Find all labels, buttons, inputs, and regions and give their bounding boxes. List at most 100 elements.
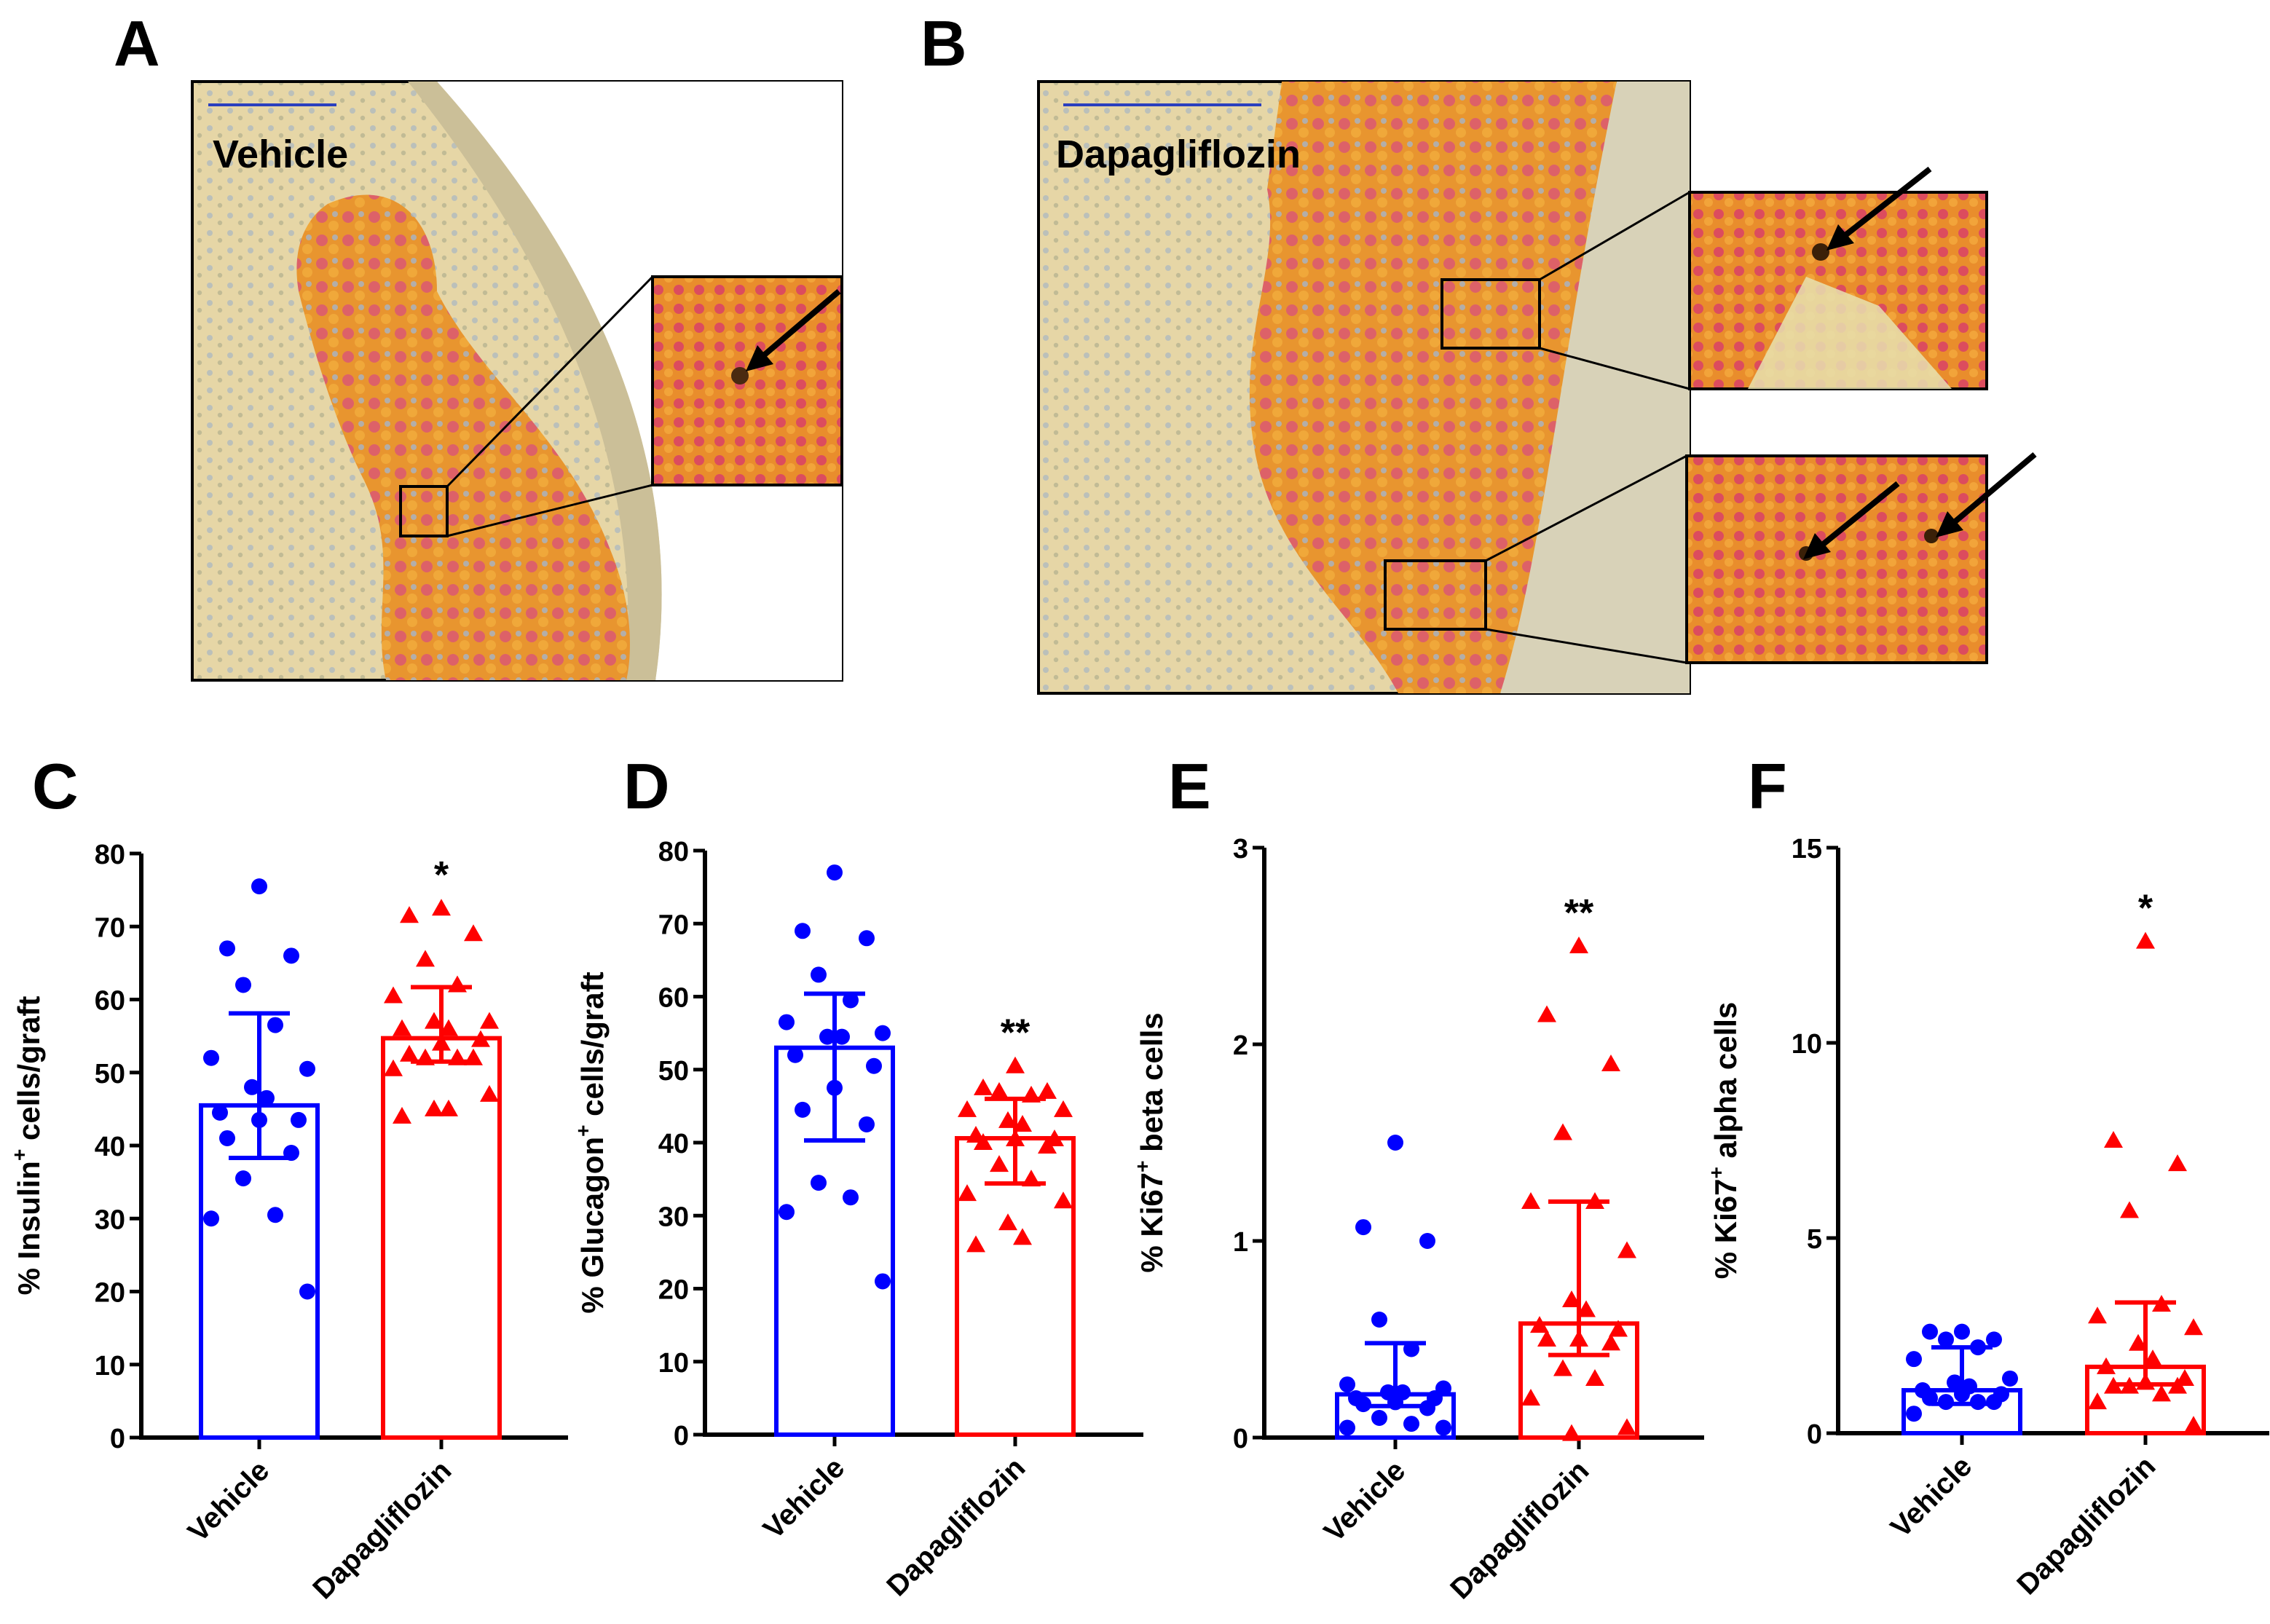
significance-marker: * — [2138, 888, 2153, 930]
y-tick-label: 20 — [658, 1275, 689, 1306]
data-point — [2168, 1376, 2187, 1394]
data-point — [267, 1207, 283, 1223]
panel-letter: F — [1748, 750, 1787, 822]
data-point — [990, 1081, 1009, 1099]
data-point — [235, 977, 251, 993]
significance-marker: * — [434, 854, 449, 896]
y-tick-label: 70 — [658, 910, 689, 940]
y-tick-label: 0 — [674, 1421, 689, 1451]
y-axis-label-part: beta cells — [1135, 1012, 1169, 1160]
data-point — [1013, 1114, 1032, 1132]
y-axis-label-superscript: + — [1131, 1161, 1154, 1172]
data-point — [2184, 1318, 2203, 1336]
data-point — [1938, 1331, 1954, 1348]
data-point — [1577, 1300, 1596, 1317]
data-point — [811, 966, 827, 983]
data-point — [875, 1025, 891, 1041]
data-point — [2104, 1376, 2123, 1394]
data-point — [827, 864, 843, 881]
data-point — [439, 1099, 458, 1116]
data-point — [1601, 1333, 1620, 1351]
y-tick-label: 5 — [1807, 1224, 1822, 1255]
data-point — [1609, 1320, 1628, 1337]
y-axis-label-superscript: + — [1705, 1167, 1727, 1178]
data-point — [958, 1100, 977, 1117]
data-point — [1986, 1331, 2002, 1348]
data-point — [219, 940, 235, 957]
vehicle-label: Vehicle — [213, 133, 348, 176]
panel-letter: E — [1168, 750, 1211, 822]
y-axis-label-part: cells/graft — [12, 996, 46, 1149]
panel-letter: C — [32, 750, 79, 822]
arrow-icon — [1936, 452, 2037, 537]
data-point — [384, 986, 403, 1004]
data-point — [795, 923, 811, 939]
data-point — [787, 1046, 803, 1063]
x-tick-label: Dapagliflozin — [880, 1451, 1031, 1602]
data-point — [2104, 1131, 2123, 1148]
data-point — [471, 1030, 490, 1047]
data-point — [464, 924, 483, 942]
data-point — [283, 947, 299, 964]
zoom-region-box — [399, 485, 449, 537]
y-tick-label: 80 — [95, 840, 125, 870]
y-tick-label: 50 — [658, 1056, 689, 1087]
data-point — [974, 1133, 993, 1150]
chart-panel-f: F 0 5 10 15 % Ki67+ alpha cells Vehicle Dapagli… — [1705, 750, 2269, 1601]
data-point — [1601, 1055, 1620, 1071]
y-tick-label: 50 — [95, 1059, 125, 1089]
data-point — [400, 906, 419, 923]
y-tick-label: 1 — [1233, 1227, 1248, 1258]
y-tick-label: 3 — [1233, 834, 1248, 864]
data-point — [1906, 1351, 1922, 1368]
y-tick-label: 80 — [658, 837, 689, 867]
data-point — [990, 1155, 1009, 1172]
y-tick-label: 40 — [658, 1129, 689, 1159]
data-point — [400, 1044, 419, 1062]
dapagliflozin-label: Dapagliflozin — [1056, 133, 1301, 176]
data-point — [299, 1283, 315, 1300]
panel-letter: D — [623, 750, 670, 822]
data-point — [219, 1130, 235, 1146]
data-point — [1585, 1369, 1604, 1386]
data-point — [1553, 1123, 1572, 1140]
y-tick-label: 20 — [95, 1278, 125, 1309]
data-point — [2002, 1370, 2018, 1387]
chart-panel-e: E 0 1 2 3 % Ki67+ beta cells Vehicle Dapagliflo… — [1131, 750, 1704, 1605]
data-point — [1617, 1418, 1636, 1435]
zoom-connector — [446, 484, 653, 537]
y-tick-label: 70 — [95, 912, 125, 943]
data-point — [2168, 1154, 2187, 1172]
data-point — [834, 1028, 850, 1045]
data-point — [439, 1019, 458, 1036]
data-point — [998, 1213, 1017, 1231]
data-point — [2088, 1306, 2107, 1324]
zoom-connector — [446, 275, 654, 488]
y-tick-label: 10 — [658, 1348, 689, 1379]
data-point — [866, 1057, 882, 1074]
data-point — [811, 1175, 827, 1191]
ki67-positive-nucleus — [731, 367, 749, 385]
data-point — [212, 1104, 228, 1121]
x-tick-label: Vehicle — [1885, 1450, 1979, 1544]
data-point — [779, 1204, 795, 1221]
data-point — [1054, 1100, 1073, 1117]
arrow-icon — [1803, 481, 1900, 559]
data-point — [480, 1012, 499, 1029]
arrow-icon — [1826, 166, 1932, 251]
zoom-region-box — [1384, 559, 1487, 631]
ki67-positive-nucleus — [1812, 243, 1829, 261]
y-tick-label: 0 — [1233, 1424, 1248, 1454]
y-axis-label-part: % Ki67 — [1709, 1179, 1743, 1280]
data-point — [1038, 1137, 1057, 1154]
data-point — [974, 1078, 993, 1095]
graft-background — [437, 82, 842, 680]
inset-image — [651, 275, 843, 486]
y-axis-label-superscript: + — [8, 1149, 31, 1161]
inset-image-lower — [1685, 454, 1988, 664]
data-point — [1355, 1219, 1371, 1236]
x-tick-label: Dapagliflozin — [1444, 1454, 1595, 1605]
data-point — [244, 1079, 260, 1095]
